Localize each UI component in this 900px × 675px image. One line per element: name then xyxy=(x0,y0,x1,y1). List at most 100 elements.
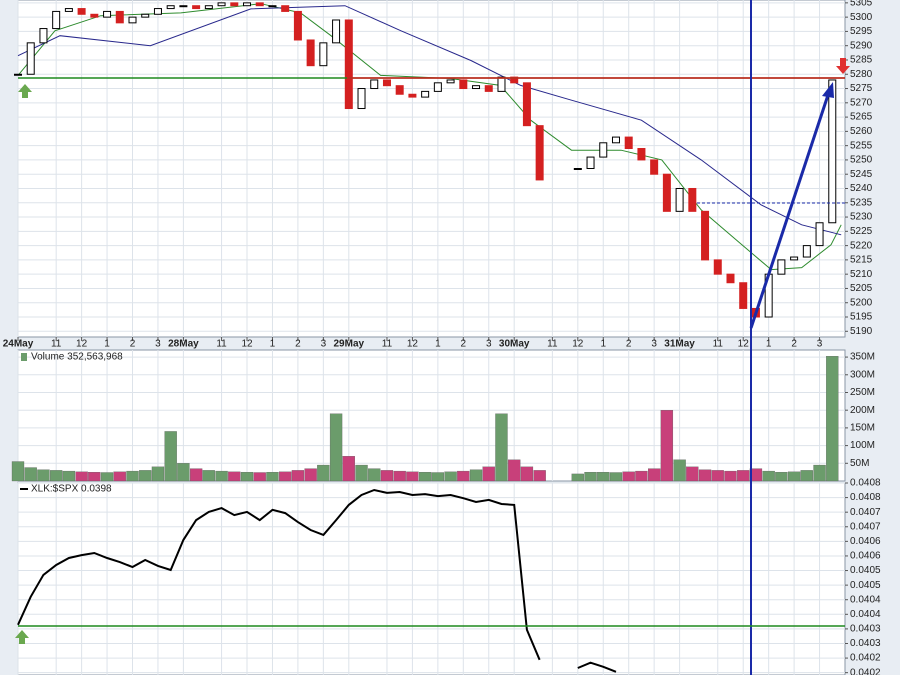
x-tick-label: 28May xyxy=(168,339,199,350)
annotations: Volume 352,563,968 XLK:$SPX 0.0398 xyxy=(15,0,850,675)
candle xyxy=(726,273,735,284)
candle xyxy=(522,82,531,127)
y-tick-label: 5290 xyxy=(850,40,873,51)
trend-arrow xyxy=(749,94,830,329)
x-tick-label: 11 xyxy=(382,339,393,350)
volume-icon xyxy=(21,353,27,361)
candle xyxy=(802,245,811,258)
x-tick-label: 2 xyxy=(461,339,467,350)
y-tick-label: 5210 xyxy=(850,269,873,280)
y-tick-label: 0.0407 xyxy=(850,521,881,532)
volume-bar xyxy=(533,470,546,482)
volume-bar xyxy=(724,470,737,482)
candle xyxy=(828,79,837,224)
x-tick-label: 3 xyxy=(155,339,161,350)
volume-bar xyxy=(253,472,266,482)
candle xyxy=(319,42,328,67)
candle xyxy=(192,5,201,10)
x-tick-label: 2 xyxy=(130,339,136,350)
volume-bar xyxy=(100,472,114,482)
candle xyxy=(790,256,799,261)
y-tick-label: 0.0405 xyxy=(850,580,881,591)
x-tick-label: 31May xyxy=(664,339,695,350)
volume-bar xyxy=(62,470,76,482)
candle xyxy=(293,10,302,41)
volume-bar xyxy=(215,470,228,482)
candle xyxy=(52,10,61,30)
volume-bar xyxy=(660,410,674,482)
x-tick-label: 11 xyxy=(51,339,62,350)
y-tick-label: 50M xyxy=(850,458,869,469)
candle xyxy=(421,90,430,98)
volume-bar xyxy=(775,471,788,482)
marks xyxy=(11,2,842,673)
volume-bar xyxy=(317,464,330,482)
x-tick-label: 3 xyxy=(321,339,327,350)
volume-bar xyxy=(126,470,139,482)
candle xyxy=(815,222,824,247)
volume-bar xyxy=(457,470,470,482)
y-tick-label: 0.0406 xyxy=(850,551,881,562)
volume-bar xyxy=(762,470,775,482)
volume-bar xyxy=(469,469,483,482)
ratio-line xyxy=(17,488,617,673)
y-tick-label: 5245 xyxy=(850,169,873,180)
candle xyxy=(573,168,582,170)
y-tick-label: 5265 xyxy=(850,112,873,123)
volume-bar xyxy=(508,459,521,482)
y-tick-label: 0.0404 xyxy=(850,594,881,605)
volume-bar xyxy=(737,470,750,482)
y-tick-label: 0.0402 xyxy=(850,653,881,664)
candle xyxy=(624,136,633,150)
y-tick-label: 5300 xyxy=(850,12,873,23)
candle xyxy=(26,42,35,75)
candle xyxy=(611,136,620,144)
volume-bar xyxy=(418,471,432,482)
volume-bar xyxy=(571,473,584,482)
volume-bar xyxy=(75,471,88,482)
candle xyxy=(739,282,748,309)
candle xyxy=(395,85,404,95)
up-arrow xyxy=(18,84,32,98)
candle xyxy=(382,79,391,87)
candle xyxy=(777,259,786,275)
volume-bar xyxy=(139,470,152,482)
y-tick-label: 0.0403 xyxy=(850,624,881,635)
y-tick-label: 100M xyxy=(850,440,875,451)
candle xyxy=(306,39,315,67)
candle xyxy=(650,159,659,175)
volume-bar xyxy=(240,471,254,482)
y-tick-label: 250M xyxy=(850,387,875,398)
y-tick-label: 0.0405 xyxy=(850,565,881,576)
candle xyxy=(497,76,506,92)
y-tick-label: 5295 xyxy=(850,26,873,37)
volume-bar xyxy=(177,463,190,482)
price-panel xyxy=(17,0,846,338)
x-tick-label: 3 xyxy=(486,339,492,350)
x-tick-label: 1 xyxy=(766,339,772,350)
candle xyxy=(713,259,722,275)
candle xyxy=(281,5,290,12)
y-tick-label: 0.0402 xyxy=(850,667,881,675)
candle xyxy=(459,79,468,90)
candle xyxy=(77,8,86,15)
y-tick-label: 5230 xyxy=(850,212,873,223)
volume-bar xyxy=(342,456,355,482)
x-tick-label: 2 xyxy=(626,339,632,350)
x-tick-label: 24May xyxy=(3,339,34,350)
candle xyxy=(472,85,481,90)
x-tick-label: 29May xyxy=(334,339,365,350)
volume-bar xyxy=(406,471,419,482)
y-tick-label: 350M xyxy=(850,352,875,363)
up-arrow xyxy=(15,630,29,644)
volume-bar xyxy=(609,472,623,482)
candle xyxy=(701,210,710,261)
candle xyxy=(599,142,608,158)
x-tick-label: 12 xyxy=(407,339,419,350)
volume-bar xyxy=(228,471,241,482)
x-tick-label: 2 xyxy=(295,339,301,350)
candle xyxy=(153,8,162,15)
y-tick-label: 5225 xyxy=(850,226,873,237)
candle xyxy=(446,79,455,84)
candle xyxy=(255,2,264,7)
